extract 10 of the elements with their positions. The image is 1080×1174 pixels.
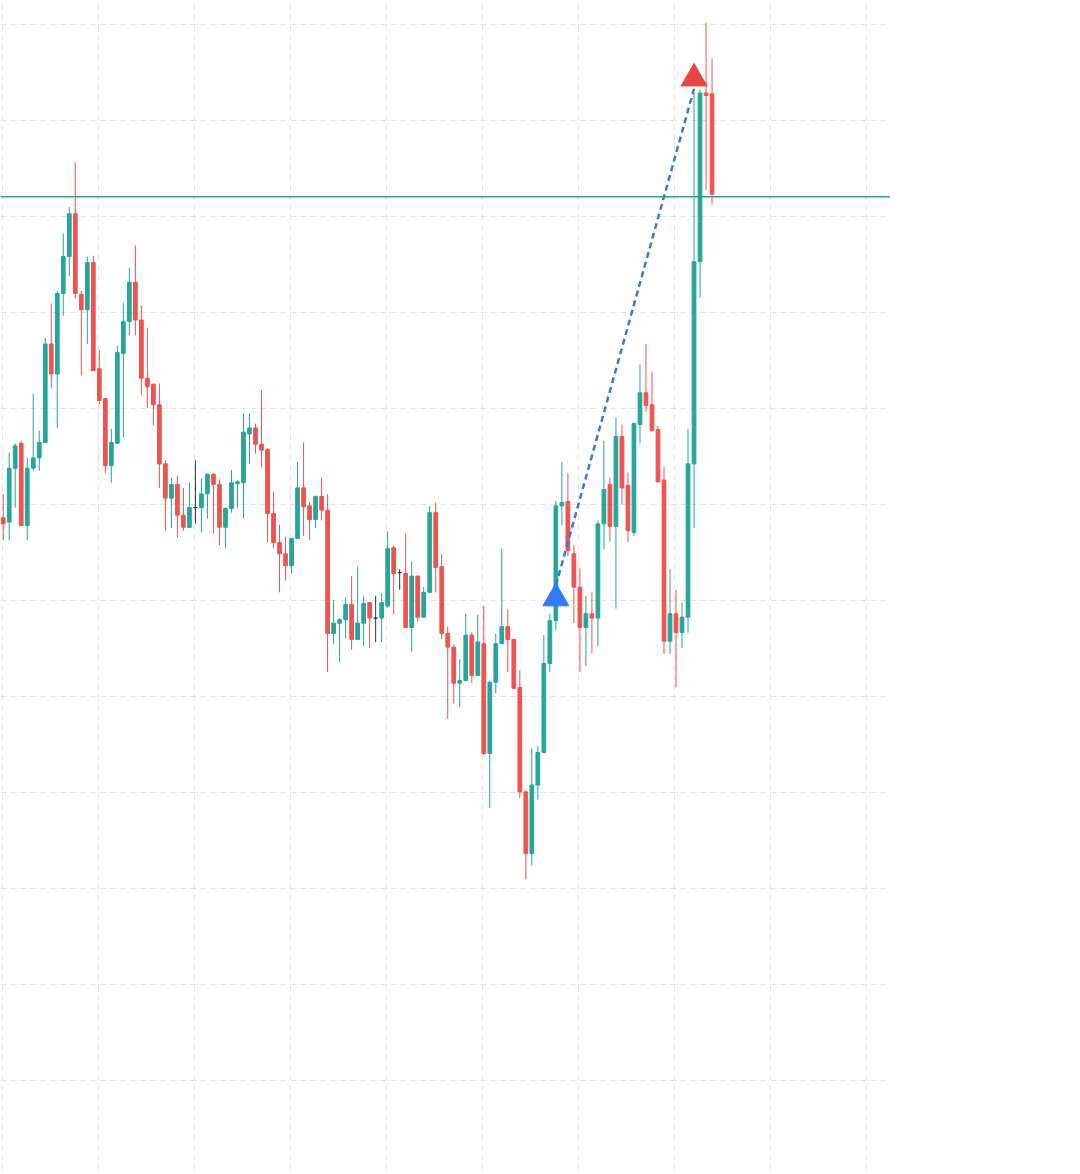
- candlestick: [589, 591, 595, 654]
- candlestick: [0, 493, 6, 541]
- candlestick: [583, 595, 589, 667]
- candlestick: [367, 602, 373, 649]
- candlestick: [313, 495, 318, 529]
- candlestick: [169, 477, 174, 529]
- candlestick: [187, 482, 192, 529]
- candlestick: [673, 589, 679, 688]
- candlestick: [373, 595, 379, 643]
- candlestick: [78, 290, 84, 377]
